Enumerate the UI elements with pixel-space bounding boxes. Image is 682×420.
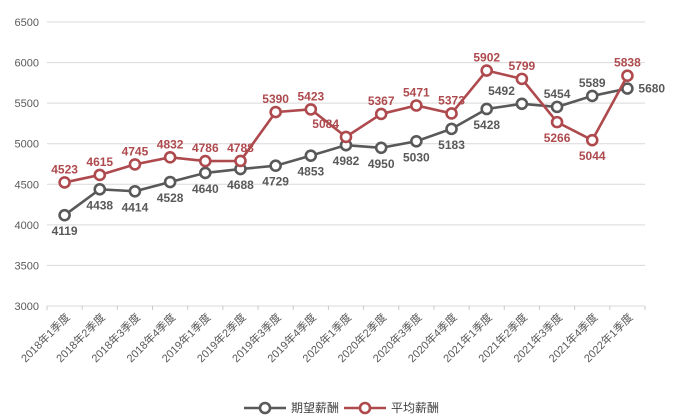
legend-label-expected-salary: 期望薪酬: [290, 401, 339, 415]
svg-text:5589: 5589: [579, 76, 606, 90]
svg-text:4853: 4853: [297, 165, 324, 179]
svg-text:4950: 4950: [368, 157, 395, 171]
legend-item-average-salary: 平均薪酬: [343, 399, 439, 416]
svg-text:6000: 6000: [15, 58, 39, 70]
svg-text:3000: 3000: [15, 301, 39, 313]
svg-text:5471: 5471: [403, 85, 430, 99]
svg-text:4982: 4982: [333, 154, 360, 168]
svg-text:5500: 5500: [15, 98, 39, 110]
svg-text:4528: 4528: [157, 191, 184, 205]
svg-text:5454: 5454: [544, 87, 571, 101]
svg-text:5373: 5373: [438, 93, 465, 107]
svg-text:4119: 4119: [52, 224, 78, 238]
svg-text:4788: 4788: [227, 141, 254, 155]
svg-text:5838: 5838: [614, 56, 641, 70]
svg-text:5266: 5266: [544, 131, 571, 145]
svg-text:5902: 5902: [473, 51, 500, 65]
svg-text:5390: 5390: [262, 92, 289, 106]
svg-text:5084: 5084: [312, 117, 339, 131]
svg-text:5044: 5044: [579, 149, 606, 163]
svg-text:3500: 3500: [15, 260, 39, 272]
svg-text:4000: 4000: [15, 220, 39, 232]
svg-text:4640: 4640: [192, 182, 219, 196]
svg-text:4615: 4615: [86, 155, 113, 169]
svg-text:4688: 4688: [227, 178, 254, 192]
chart-legend: 期望薪酬 平均薪酬: [0, 399, 682, 416]
svg-text:4500: 4500: [15, 179, 39, 191]
svg-text:4523: 4523: [51, 162, 78, 176]
svg-text:6500: 6500: [15, 17, 39, 29]
svg-text:5367: 5367: [368, 94, 395, 108]
svg-text:4438: 4438: [86, 198, 113, 212]
svg-text:5000: 5000: [15, 139, 39, 151]
svg-text:5428: 5428: [473, 118, 500, 132]
svg-text:4414: 4414: [122, 200, 149, 214]
legend-label-average-salary: 平均薪酬: [391, 401, 440, 415]
svg-text:5799: 5799: [509, 59, 536, 73]
svg-text:5183: 5183: [438, 138, 465, 152]
svg-text:5680: 5680: [638, 82, 665, 96]
average-salary-line-marker-icon: [344, 401, 386, 414]
svg-text:5030: 5030: [403, 150, 430, 164]
svg-text:5492: 5492: [488, 84, 515, 98]
svg-text:4729: 4729: [262, 175, 289, 189]
legend-item-expected-salary: 期望薪酬: [243, 399, 339, 416]
svg-text:4832: 4832: [157, 137, 184, 151]
svg-text:4786: 4786: [192, 141, 219, 155]
expected-salary-line-marker-icon: [243, 401, 286, 414]
svg-text:5423: 5423: [297, 89, 324, 103]
svg-text:4745: 4745: [122, 144, 149, 158]
